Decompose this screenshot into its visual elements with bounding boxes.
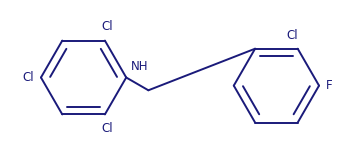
Text: Cl: Cl <box>101 20 113 33</box>
Text: NH: NH <box>131 60 149 73</box>
Text: Cl: Cl <box>287 29 298 42</box>
Text: Cl: Cl <box>101 122 113 135</box>
Text: F: F <box>326 79 333 92</box>
Text: Cl: Cl <box>22 71 34 84</box>
